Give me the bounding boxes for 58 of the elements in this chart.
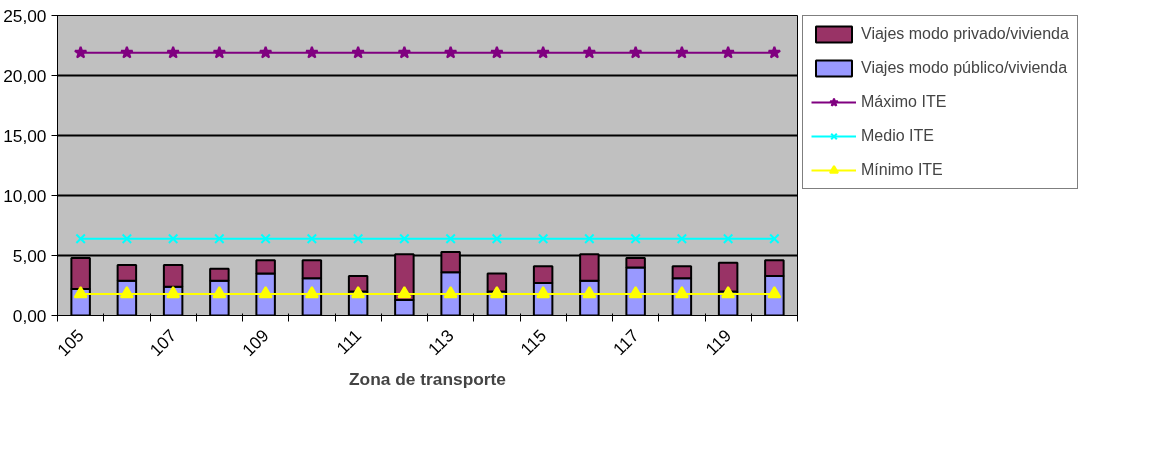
point [721, 45, 735, 59]
x-tick-label: 109 [238, 325, 273, 361]
point [73, 285, 88, 299]
point [490, 45, 504, 59]
point [166, 45, 180, 59]
y-tick-label: 15,00 [3, 125, 47, 146]
point [630, 233, 641, 244]
point [676, 233, 688, 244]
point [73, 45, 88, 59]
point [397, 45, 412, 59]
y-tick-label: 10,00 [3, 185, 47, 206]
point [167, 233, 179, 244]
point [121, 233, 133, 244]
point [537, 233, 549, 244]
point [769, 233, 780, 244]
legend-label: Máximo ITE [861, 93, 947, 111]
y-tick-label: 20,00 [3, 65, 47, 86]
point [445, 233, 456, 244]
point [166, 285, 181, 299]
point [352, 233, 364, 244]
point [536, 45, 550, 59]
point [260, 233, 271, 244]
point [584, 233, 595, 244]
y-tick-label: 25,00 [3, 5, 47, 26]
legend-label: Viajes modo privado/vivienda [861, 25, 1069, 43]
legend-label: Medio ITE [861, 127, 934, 145]
point [628, 45, 643, 59]
point [721, 285, 736, 299]
y-tick-label: 5,00 [12, 245, 47, 266]
point [491, 233, 503, 244]
point [582, 45, 597, 59]
x-tick-label: 107 [145, 325, 181, 361]
point [351, 285, 366, 299]
x-tick-label: 119 [701, 325, 736, 360]
point [675, 45, 689, 59]
point [120, 45, 134, 59]
point [305, 45, 319, 59]
point [399, 233, 410, 244]
point [489, 285, 504, 299]
x-tick-label: 111 [332, 325, 366, 359]
point [443, 45, 458, 59]
x-tick-label: 113 [424, 325, 458, 360]
point [351, 45, 365, 59]
point [767, 45, 782, 59]
point [212, 45, 227, 59]
x-tick-label: 117 [609, 325, 643, 360]
x-axis-title: Zona de transporte [349, 369, 507, 390]
x-tick-label: 105 [53, 325, 88, 361]
legend-label: Viajes modo público/vivienda [861, 59, 1068, 77]
point [722, 233, 734, 244]
point [214, 233, 225, 244]
point [258, 45, 273, 59]
point [75, 233, 86, 244]
y-tick-label: 0,00 [12, 305, 47, 326]
point [306, 233, 318, 244]
point [397, 285, 412, 299]
x-tick-label: 115 [516, 325, 551, 360]
legend-label: Mínimo ITE [861, 161, 943, 179]
